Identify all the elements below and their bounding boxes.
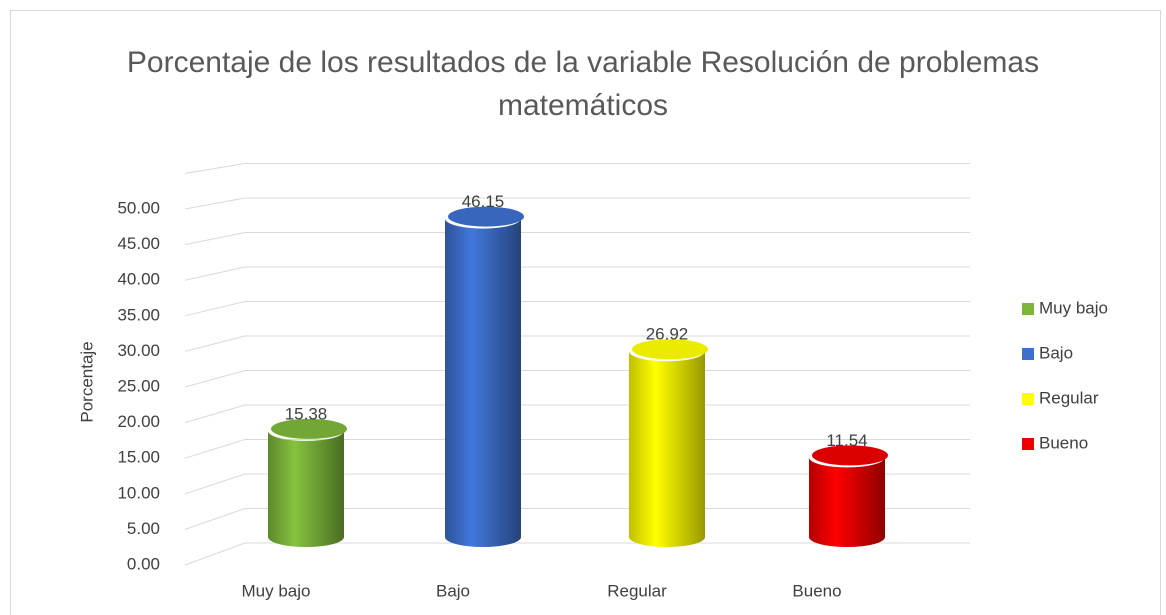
legend-swatch — [1022, 393, 1034, 405]
grid-line — [184, 508, 246, 530]
bar — [629, 339, 708, 547]
legend-swatch — [1022, 303, 1034, 315]
grid-line — [184, 301, 246, 317]
grid-line — [184, 473, 246, 495]
grid-line — [184, 197, 246, 210]
bar-top — [448, 206, 524, 227]
x-tick-label: Bajo — [436, 581, 470, 600]
bar-body — [629, 351, 705, 547]
legend-swatch — [1022, 438, 1034, 450]
grid-line — [184, 266, 246, 281]
y-tick-label: 45.00 — [117, 234, 160, 253]
y-tick-label: 30.00 — [117, 341, 160, 360]
bar — [809, 445, 888, 547]
legend-label: Muy bajo — [1039, 298, 1108, 317]
data-label: 26.92 — [646, 325, 689, 344]
bar-body — [809, 457, 885, 547]
data-label: 46.15 — [462, 192, 505, 211]
bar — [268, 418, 347, 547]
x-tick-label: Muy bajo — [242, 581, 311, 600]
bar-top — [632, 339, 708, 360]
bar — [445, 206, 524, 547]
y-tick-label: 10.00 — [117, 483, 160, 502]
x-tick-label: Regular — [607, 581, 667, 600]
legend-swatch — [1022, 348, 1034, 360]
grid-line — [184, 542, 246, 566]
y-tick-label: 20.00 — [117, 412, 160, 431]
grid-line — [184, 335, 246, 352]
data-label: 11.54 — [826, 431, 867, 450]
bar-body — [445, 218, 521, 547]
grid-line — [184, 370, 246, 388]
chart-border — [10, 10, 1161, 615]
legend-label: Bajo — [1039, 343, 1073, 362]
legend-label: Bueno — [1039, 433, 1088, 452]
bar-top — [812, 445, 888, 466]
legend-label: Regular — [1039, 388, 1099, 407]
y-axis-label: Porcentaje — [77, 341, 96, 422]
data-label: 15.38 — [285, 404, 328, 423]
grid-line — [184, 439, 246, 459]
grid-line — [184, 404, 246, 424]
y-tick-label: 35.00 — [117, 305, 160, 324]
y-tick-label: 40.00 — [117, 270, 160, 289]
bar-body — [268, 430, 344, 547]
grid-line — [184, 163, 246, 174]
y-tick-label: 15.00 — [117, 448, 160, 467]
chart-title: Porcentaje de los resultados de la varia… — [126, 46, 1040, 122]
y-tick-label: 25.00 — [117, 376, 160, 395]
grid-line — [184, 232, 246, 246]
y-tick-label: 5.00 — [127, 519, 160, 538]
y-tick-label: 0.00 — [127, 554, 160, 573]
y-tick-label: 50.00 — [117, 198, 160, 217]
x-tick-label: Bueno — [792, 581, 841, 600]
bar-top — [271, 418, 347, 439]
